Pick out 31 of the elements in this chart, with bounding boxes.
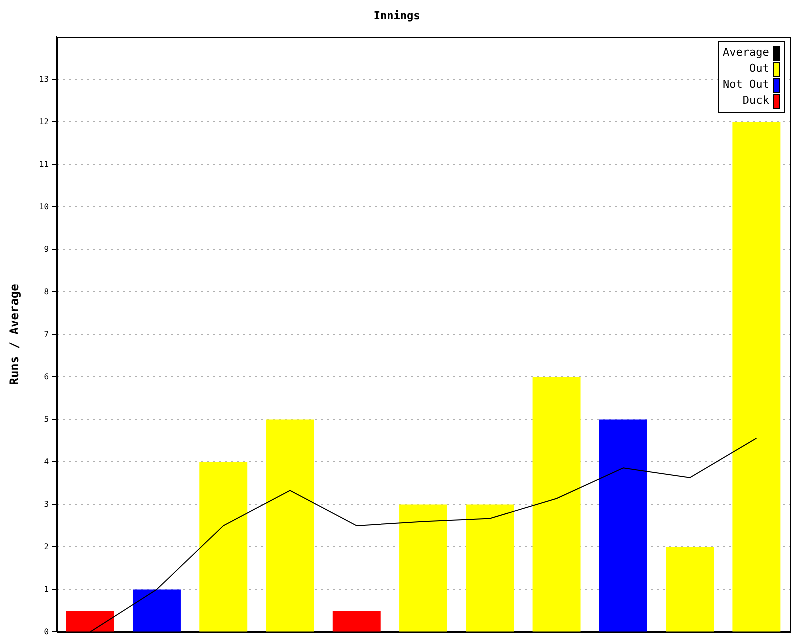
y-tick-label: 4 (44, 457, 50, 466)
bar (466, 504, 514, 632)
y-tick-label: 13 (39, 74, 50, 84)
bar (732, 122, 781, 632)
y-tick-label: 11 (39, 160, 50, 169)
y-tick-label: 0 (44, 627, 50, 636)
y-axis-title: Runs / Average (7, 284, 22, 386)
y-tick-label: 3 (44, 500, 50, 509)
bar (66, 610, 114, 632)
y-tick-label: 12 (39, 117, 50, 126)
y-tick-label: 2 (44, 542, 50, 552)
bar (266, 420, 314, 632)
bar (332, 610, 381, 632)
y-tick-label: 8 (44, 287, 50, 296)
y-tick-label: 5 (44, 414, 50, 424)
y-tick-label: 10 (39, 202, 50, 212)
bar (599, 420, 648, 632)
y-tick-label: 7 (44, 330, 50, 339)
legend-label: Average (723, 45, 770, 62)
bar (200, 462, 248, 632)
y-tick-label: 6 (44, 372, 50, 382)
y-tick-label: 9 (44, 244, 50, 254)
bar (400, 504, 448, 632)
bar (666, 547, 714, 632)
bar (132, 590, 181, 632)
y-tick-label: 1 (44, 584, 50, 594)
chart-title: Innings (374, 9, 420, 22)
legend-label: Not Out (723, 77, 770, 94)
legend-label: Duck (742, 93, 770, 110)
bar (532, 377, 581, 632)
legend-label: Out (749, 61, 770, 78)
